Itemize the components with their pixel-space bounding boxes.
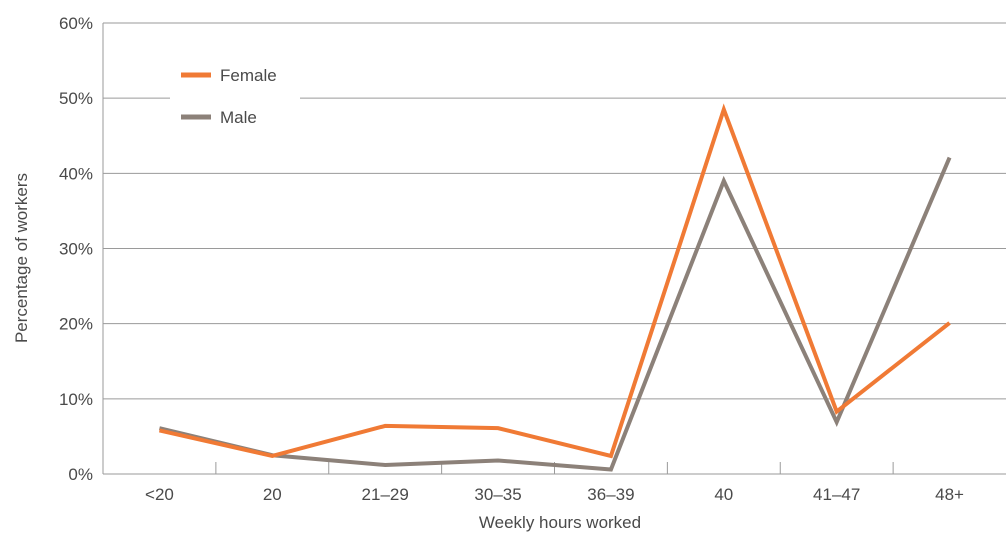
series-line-female <box>158 103 951 459</box>
series-line-male <box>158 156 952 472</box>
x-tick-label: <20 <box>145 485 174 504</box>
x-tick-label: 30–35 <box>474 485 521 504</box>
x-axis-title: Weekly hours worked <box>479 513 641 532</box>
y-tick-label: 40% <box>59 164 93 183</box>
y-tick-label: 60% <box>59 14 93 33</box>
x-tick-label: 40 <box>714 485 733 504</box>
y-tick-label: 30% <box>59 240 93 259</box>
x-tick-label: 20 <box>263 485 282 504</box>
y-axis-title: Percentage of workers <box>12 173 31 343</box>
legend: Female Male <box>181 66 277 127</box>
x-tick-label: 41–47 <box>813 485 860 504</box>
legend-label-female: Female <box>220 66 277 85</box>
x-tick-label: 48+ <box>935 485 964 504</box>
y-tick-label: 0% <box>68 465 93 484</box>
legend-label-male: Male <box>220 108 257 127</box>
y-tick-label: 10% <box>59 390 93 409</box>
y-tick-label: 20% <box>59 315 93 334</box>
x-tick-label: 21–29 <box>362 485 409 504</box>
y-tick-label: 50% <box>59 89 93 108</box>
series-lines <box>158 103 952 472</box>
y-axis-ticks: 0% 10% 20% 30% 40% 50% 60% <box>59 14 93 484</box>
x-axis-ticks: <20 20 21–29 30–35 36–39 40 41–47 48+ <box>145 462 964 504</box>
x-tick-label: 36–39 <box>587 485 634 504</box>
